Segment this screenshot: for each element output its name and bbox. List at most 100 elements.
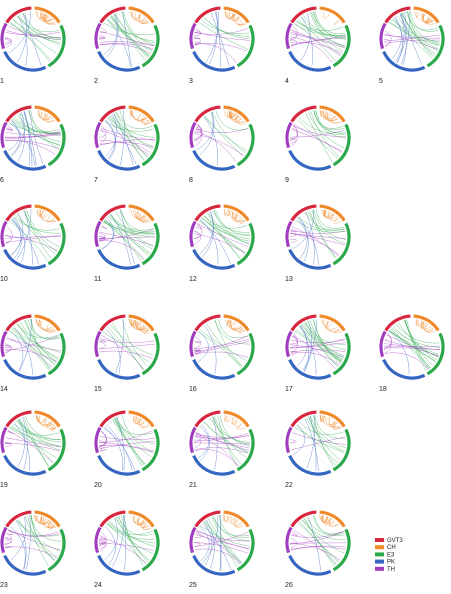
chord-link-ch-ch (41, 516, 56, 528)
segment-arc-ch (34, 314, 61, 332)
chord-link-ch-ch (238, 117, 246, 125)
chord-link-gvt3-e3 (294, 23, 346, 37)
segment-arc-e3 (141, 528, 160, 572)
chord-link-gvt3-e3 (17, 519, 55, 561)
chord-link-gvt3-e3 (212, 416, 247, 458)
chord-link-gvt3-e3 (401, 12, 440, 46)
chord-link-gvt3-pk (202, 211, 214, 258)
segment-arc-ch (223, 510, 250, 528)
chord-link-ch-ch (227, 110, 231, 118)
chord-link-ch-ch (330, 213, 335, 220)
chord-link-gvt3-pk (300, 16, 314, 67)
segment-arc-pk (288, 454, 332, 476)
segment-arc-pk (3, 554, 47, 576)
chord-link-gvt3-pk (106, 13, 119, 58)
chord-link-gvt3-pk (219, 515, 222, 571)
chord-link-gvt3-pk (199, 219, 231, 264)
chord-link-gvt3-pk (18, 319, 32, 372)
chord-link-ch-ch (415, 11, 420, 19)
chord-link-th-th (193, 542, 201, 547)
chord-link-gvt3-e3 (115, 112, 153, 150)
chord-link-gvt3-e3 (305, 112, 333, 163)
segment-arc-gvt3 (290, 6, 317, 24)
chord-link-th-e3 (194, 341, 250, 354)
chord-link-th-e3 (5, 335, 59, 352)
chord-link-gvt3-e3 (107, 522, 146, 565)
chord-panel: 21 (189, 410, 255, 489)
segment-arc-pk (192, 50, 236, 72)
segment-arc-pk (192, 358, 236, 380)
chord-link-th-e3 (101, 335, 145, 370)
chord-link-th-th (194, 340, 201, 343)
segment-arc-th (0, 220, 8, 248)
chord-link-gvt3-pk (10, 516, 26, 561)
chord-link-ch-ch (329, 517, 339, 527)
segment-arc-ch (128, 105, 155, 123)
chord-link-gvt3-e3 (298, 216, 345, 231)
chord-link-gvt3-e3 (297, 19, 342, 56)
chord-link-gvt3-pk (200, 219, 219, 265)
chord-link-gvt3-pk (204, 325, 217, 375)
chord-link-ch-ch (134, 12, 148, 23)
chord-link-ch-ch (133, 319, 138, 327)
chord-link-th-th (98, 542, 106, 550)
chord-link-th-e3 (5, 140, 56, 155)
chord-link-gvt3-e3 (10, 22, 52, 61)
chord-panel: 14 (0, 314, 66, 393)
segment-arc-e3 (47, 222, 66, 266)
chord-link-th-e3 (99, 240, 145, 260)
chord-link-th-th (194, 349, 201, 353)
chord-link-th-th (5, 234, 12, 244)
chord-link-gvt3-e3 (114, 417, 146, 465)
segment-arc-gvt3 (194, 204, 221, 222)
legend-swatch-th (375, 566, 384, 571)
chord-link-th-e3 (290, 349, 346, 353)
chord-link-th-e3 (99, 343, 155, 350)
chord-link-ch-ch (43, 13, 52, 22)
segment-arc-pk (3, 358, 47, 380)
chord-link-ch-ch (233, 14, 241, 22)
chord-link-gvt3-e3 (13, 19, 57, 54)
chord-link-th-th (4, 345, 12, 353)
chord-link-gvt3-pk (302, 319, 317, 371)
chord-link-gvt3-e3 (212, 416, 241, 465)
legend-label-ch: CH (387, 545, 396, 551)
chord-link-gvt3-e3 (25, 415, 61, 441)
chord-link-gvt3-e3 (312, 515, 345, 537)
chord-link-gvt3-e3 (114, 517, 155, 547)
panel-label: 13 (285, 276, 293, 283)
segment-arc-gvt3 (194, 105, 221, 123)
chord-link-th-e3 (194, 433, 249, 441)
chord-link-gvt3-e3 (214, 415, 251, 445)
segment-arc-th (94, 22, 102, 50)
chord-link-gvt3-pk (24, 111, 31, 166)
chord-link-gvt3-e3 (215, 110, 249, 131)
chord-link-th-th (99, 341, 106, 350)
chord-link-ch-ch (135, 416, 140, 424)
chord-link-th-e3 (99, 444, 154, 452)
chord-link-th-e3 (194, 435, 250, 440)
chord-link-gvt3-e3 (211, 516, 243, 563)
chord-link-th-th (6, 529, 14, 535)
chord-link-th-th (289, 439, 297, 443)
chord-link-gvt3-e3 (212, 111, 246, 154)
chord-link-gvt3-e3 (410, 11, 439, 32)
chord-link-ch-ch (135, 416, 142, 424)
chord-link-th-e3 (193, 442, 250, 445)
chord-link-th-th (290, 351, 298, 356)
chord-link-gvt3-e3 (299, 326, 345, 357)
chord-link-gvt3-e3 (398, 322, 439, 358)
chord-link-gvt3-e3 (30, 110, 59, 149)
chord-link-th-th (194, 231, 202, 245)
chord-link-gvt3-e3 (113, 418, 154, 435)
panel-label: 25 (189, 582, 197, 589)
chord-link-th-e3 (8, 529, 59, 537)
chord-link-gvt3-e3 (107, 216, 154, 231)
panel-label: 2 (94, 78, 98, 85)
chord-link-ch-ch (234, 213, 242, 221)
chord-link-gvt3-e3 (12, 423, 60, 436)
segment-arc-ch (223, 105, 250, 123)
chord-link-gvt3-pk (113, 113, 134, 166)
chord-link-th-e3 (291, 432, 346, 445)
chord-link-ch-ch (228, 319, 245, 332)
